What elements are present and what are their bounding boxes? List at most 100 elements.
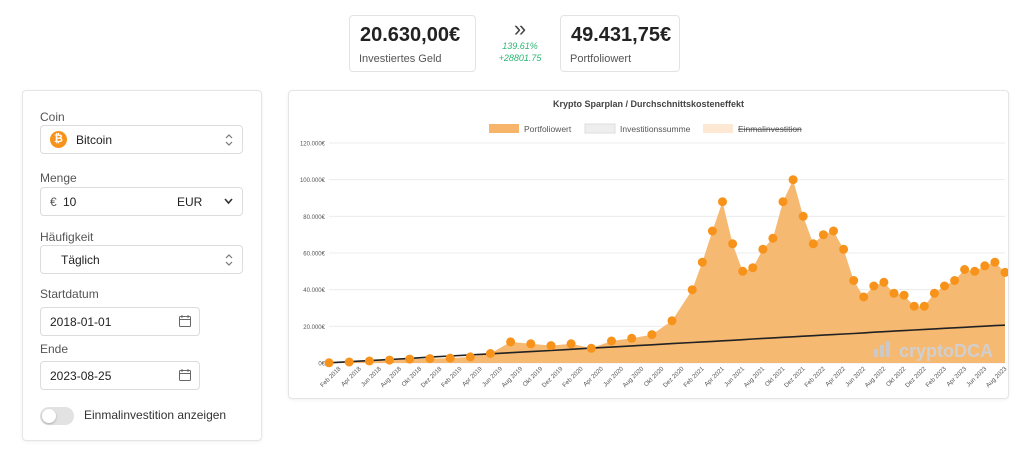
x-tick-label: Dez 2021 (783, 365, 807, 389)
x-tick-label: Feb 2022 (803, 365, 827, 389)
legend-label-1: Investitionssumme (620, 124, 691, 134)
amount-input[interactable]: 10 (63, 195, 77, 209)
calendar-icon[interactable] (179, 369, 191, 381)
portfolio-area (329, 179, 1005, 363)
bitcoin-icon: ₿ (50, 131, 67, 148)
data-point (940, 281, 949, 291)
x-tick-label: Apr 2019 (461, 365, 484, 388)
data-point (344, 357, 354, 367)
x-tick-label: Apr 2022 (824, 365, 847, 388)
watermark-bar-icon (874, 349, 878, 357)
data-point (919, 301, 929, 311)
end-date-label: Ende (40, 342, 69, 356)
toggle-knob (42, 409, 56, 423)
change-absolute: +28801.75 (498, 53, 542, 63)
amount-field[interactable]: € 10 EUR (40, 187, 243, 216)
select-arrows-icon (225, 254, 233, 266)
start-date-label: Startdatum (40, 287, 99, 301)
x-tick-label: Aug 2022 (864, 365, 888, 389)
data-point (950, 276, 960, 285)
x-tick-label: Apr 2023 (945, 365, 968, 388)
data-point (839, 244, 849, 254)
data-point (445, 353, 455, 363)
frequency-label: Häufigkeit (40, 230, 94, 244)
amount-label: Menge (40, 171, 77, 185)
data-point (667, 316, 677, 326)
x-tick-label: Aug 2020 (622, 365, 646, 389)
frequency-value: Täglich (61, 253, 100, 267)
x-tick-label: Dez 2019 (541, 365, 565, 389)
y-tick-label: 60.000€ (303, 252, 325, 258)
x-tick-label: Apr 2018 (340, 365, 363, 388)
amount-prefix: € (50, 195, 57, 209)
start-date-input[interactable]: 2018-01-01 (40, 307, 200, 336)
chart-card: Krypto Sparplan / Durchschnittskosteneff… (288, 90, 1009, 399)
x-tick-label: Feb 2023 (924, 365, 948, 389)
data-point (364, 356, 374, 366)
invested-money-value: 20.630,00€ (360, 24, 461, 46)
invested-money-label: Investiertes Geld (359, 53, 442, 65)
legend-label-0: Portfoliowert (524, 124, 572, 134)
end-date-input[interactable]: 2023-08-25 (40, 361, 200, 390)
data-point (758, 244, 768, 254)
data-point (829, 226, 838, 236)
x-tick-label: Aug 2019 (500, 365, 524, 389)
legend-swatch-1 (584, 123, 616, 134)
coin-label: Coin (40, 110, 65, 124)
settings-panel: Coin ₿ Bitcoin Menge € 10 EUR Häufigkeit… (22, 90, 262, 441)
data-point (748, 263, 758, 273)
change-percent: 139.61% (502, 41, 538, 51)
data-point (425, 354, 435, 364)
data-point (929, 288, 939, 298)
data-point (506, 337, 516, 347)
y-tick-label: 20.000€ (303, 325, 325, 331)
data-point (849, 276, 859, 285)
change-indicator: » 139.61% +28801.75 (490, 18, 550, 64)
data-point (697, 257, 707, 267)
portfolio-value-label: Portfoliowert (570, 53, 632, 65)
double-chevron-right-icon: » (513, 16, 527, 41)
data-point (385, 355, 394, 365)
portfolio-value-card: 49.431,75€ Portfoliowert (560, 15, 680, 72)
data-point (586, 343, 596, 353)
lump-sum-toggle[interactable] (40, 407, 74, 425)
legend-label-2: Einmalinvestition (738, 124, 802, 134)
x-tick-label: Feb 2021 (682, 365, 706, 389)
data-point (818, 230, 828, 240)
data-point (687, 285, 697, 295)
y-tick-label: 40.000€ (303, 288, 325, 294)
data-point (607, 336, 616, 346)
currency-select[interactable]: EUR (177, 195, 203, 209)
dca-chart: Portfoliowert Investitionssumme Einmalinve… (300, 123, 1008, 389)
x-tick-label: Feb 2020 (561, 365, 585, 389)
invested-money-card: 20.630,00€ Investiertes Geld (349, 15, 476, 72)
x-tick-label: Feb 2018 (319, 365, 343, 389)
data-point (485, 349, 495, 358)
x-tick-label: Dez 2022 (904, 365, 928, 389)
data-point (1000, 267, 1008, 277)
watermark-bar-icon (886, 341, 890, 357)
data-point (798, 211, 808, 221)
x-tick-label: Dez 2018 (420, 365, 444, 389)
watermark: cryptoDCA (899, 341, 993, 361)
y-tick-label: 120.000€ (300, 142, 326, 148)
data-point (324, 358, 334, 368)
coin-select[interactable]: ₿ Bitcoin (40, 125, 243, 154)
x-tick-label: Aug 2021 (743, 365, 767, 389)
x-tick-label: Apr 2020 (582, 365, 605, 388)
legend-swatch-2 (703, 124, 733, 133)
data-point (990, 257, 1000, 267)
data-point (526, 339, 536, 349)
data-point (546, 341, 556, 351)
coin-value: Bitcoin (76, 133, 113, 147)
y-tick-label: 100.000€ (300, 178, 326, 184)
data-point (738, 266, 748, 276)
calendar-icon[interactable] (179, 315, 191, 327)
y-tick-label: 80.000€ (303, 215, 325, 221)
chevron-down-icon[interactable] (224, 198, 233, 205)
select-arrows-icon (225, 134, 233, 146)
data-point (465, 352, 475, 362)
frequency-select[interactable]: Täglich (40, 245, 243, 274)
x-tick-label: Dez 2020 (662, 365, 686, 389)
data-point (909, 301, 919, 311)
